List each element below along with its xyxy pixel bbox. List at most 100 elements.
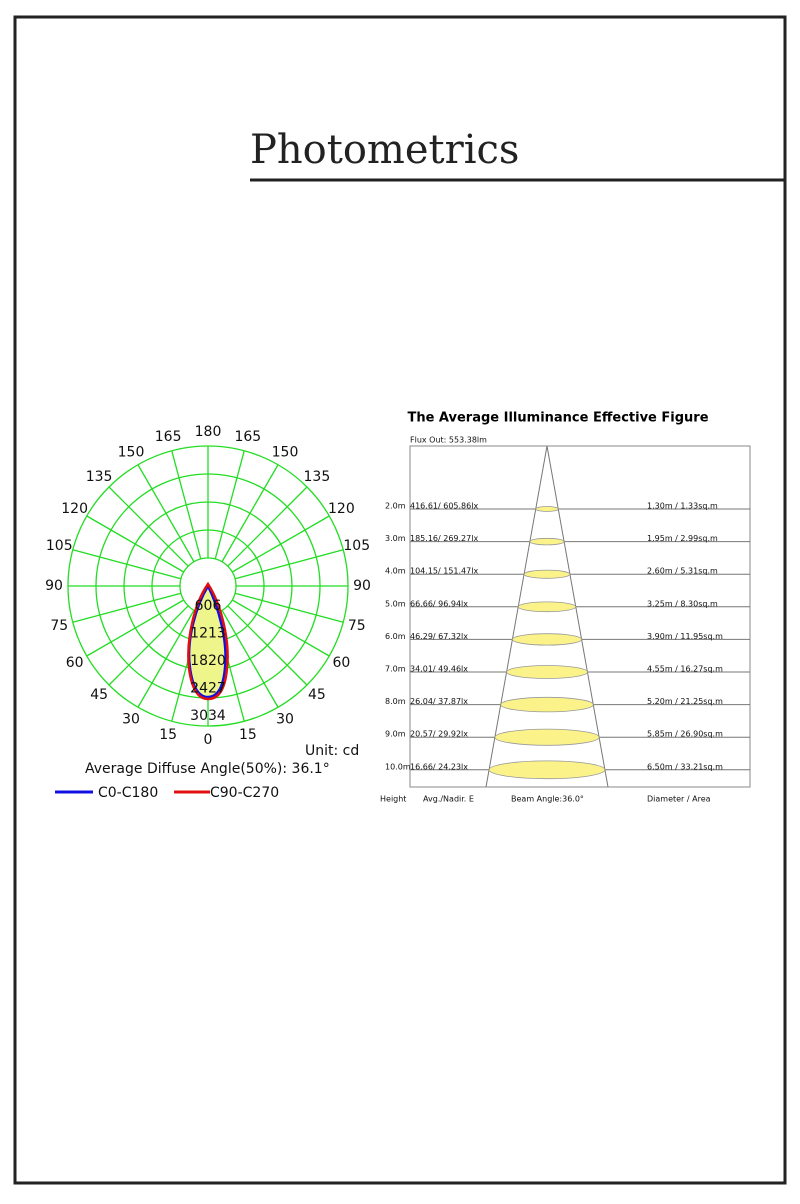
row-illuminance: 16.66/ 24.23lx <box>410 762 468 771</box>
grid-spoke <box>231 515 330 573</box>
angle-label: 45 <box>90 687 108 703</box>
angle-label: 165 <box>234 429 261 445</box>
grid-spoke <box>234 549 344 580</box>
row-diameter: 1.95m / 2.99sq.m <box>647 534 718 543</box>
page-title: Photometrics <box>250 127 519 173</box>
grid-spoke <box>221 609 279 708</box>
row-illuminance: 66.66/ 96.94lx <box>410 599 468 608</box>
angle-label: 150 <box>118 445 145 461</box>
footer-label: Diameter / Area <box>647 795 711 804</box>
angle-label: 165 <box>155 429 182 445</box>
unit: Unit: cd <box>305 743 359 759</box>
diffuse-angle: Average Diffuse Angle(50%): 36.1° <box>85 761 330 777</box>
light-spot <box>506 665 588 679</box>
angle-label: 15 <box>159 727 177 743</box>
grid-spoke <box>231 599 330 657</box>
legend-label: C0-C180 <box>98 785 158 801</box>
angle-label: 15 <box>239 727 257 743</box>
angle-label: 30 <box>122 711 140 727</box>
grid-spoke <box>171 450 202 560</box>
ring-label: 1213 <box>190 626 226 642</box>
row-height: 7.0m <box>385 665 406 674</box>
angle-label: 75 <box>50 618 68 634</box>
figure-box <box>409 445 751 788</box>
grid-spoke <box>86 515 185 573</box>
footer-label: Height <box>380 795 406 804</box>
row-illuminance: 26.04/ 37.87lx <box>410 697 468 706</box>
row-diameter: 1.30m / 1.33sq.m <box>647 502 718 511</box>
cone-edge <box>485 445 548 788</box>
light-spot <box>523 569 571 579</box>
grid-spoke <box>72 549 182 580</box>
ring-label: 2427 <box>190 681 226 697</box>
angle-label: 90 <box>45 578 63 594</box>
cone-edge <box>546 445 609 788</box>
light-spot <box>500 696 594 713</box>
grid-spoke <box>137 609 195 708</box>
angle-label: 30 <box>276 711 294 727</box>
row-illuminance: 20.57/ 29.92lx <box>410 730 468 739</box>
angle-label: 60 <box>66 655 84 671</box>
light-spot <box>517 601 577 613</box>
angle-label: 105 <box>343 538 370 554</box>
row-diameter: 3.90m / 11.95sq.m <box>647 632 723 641</box>
row-illuminance: 416.61/ 605.86lx <box>410 502 478 511</box>
grid-spoke <box>227 605 308 686</box>
light-spot <box>512 633 582 646</box>
row-illuminance: 185.16/ 269.27lx <box>410 534 478 543</box>
row-diameter: 2.60m / 5.31sq.m <box>647 567 718 576</box>
grid-spoke <box>86 599 185 657</box>
grid-spoke <box>137 464 195 563</box>
flux: Flux Out: 553.38lm <box>410 436 487 445</box>
row-diameter: 5.20m / 21.25sq.m <box>647 697 723 706</box>
grid-spoke <box>227 486 308 567</box>
row-diameter: 3.25m / 8.30sq.m <box>647 599 718 608</box>
angle-label: 135 <box>304 469 331 485</box>
row-height: 4.0m <box>385 567 406 576</box>
legend-label: C90-C270 <box>210 785 279 801</box>
grid-spoke <box>108 605 189 686</box>
row-height: 2.0m <box>385 502 406 511</box>
illuminance-figure: The Average Illuminance Effective Figure… <box>380 411 751 804</box>
light-spot <box>494 728 600 746</box>
ring-label: 3034 <box>190 708 226 724</box>
grid-spoke <box>221 464 279 563</box>
row-height: 10.0m <box>385 762 411 771</box>
row-height: 5.0m <box>385 599 406 608</box>
grid-spoke <box>108 486 189 567</box>
row-height: 6.0m <box>385 632 406 641</box>
angle-label: 45 <box>308 687 326 703</box>
light-spot <box>529 537 565 546</box>
angle-label: 105 <box>46 538 73 554</box>
row-diameter: 5.85m / 26.90sq.m <box>647 730 723 739</box>
polar-grid <box>67 445 349 727</box>
light-spot <box>535 506 559 512</box>
grid-spoke <box>214 450 245 560</box>
angle-label: 75 <box>348 618 366 634</box>
angle-label: 135 <box>86 469 113 485</box>
angle-label: 180 <box>195 424 222 440</box>
frame <box>13 15 787 1185</box>
ring-label: 1820 <box>190 653 226 669</box>
light-spot <box>488 760 606 780</box>
curve-c90 <box>187 581 229 701</box>
row-height: 9.0m <box>385 730 406 739</box>
grid-spoke <box>72 592 182 623</box>
angle-label: 60 <box>332 655 350 671</box>
ring-label: 606 <box>195 598 222 614</box>
row-illuminance: 46.29/ 67.32lx <box>410 632 468 641</box>
row-diameter: 6.50m / 33.21sq.m <box>647 762 723 771</box>
row-height: 8.0m <box>385 697 406 706</box>
footer-label: Avg./Nadir. E <box>423 795 474 804</box>
row-diameter: 4.55m / 16.27sq.m <box>647 665 723 674</box>
angle-label: 0 <box>204 732 213 748</box>
row-illuminance: 34.01/ 49.46lx <box>410 665 468 674</box>
grid-spoke <box>234 592 344 623</box>
footer-label: Beam Angle:36.0° <box>511 795 584 804</box>
polar-diagram: C0-C180 C90-C270 Unit: cd Average Diffus… <box>45 424 371 801</box>
row-illuminance: 104.15/ 151.47lx <box>410 567 478 576</box>
angle-label: 120 <box>328 501 355 517</box>
row-height: 3.0m <box>385 534 406 543</box>
